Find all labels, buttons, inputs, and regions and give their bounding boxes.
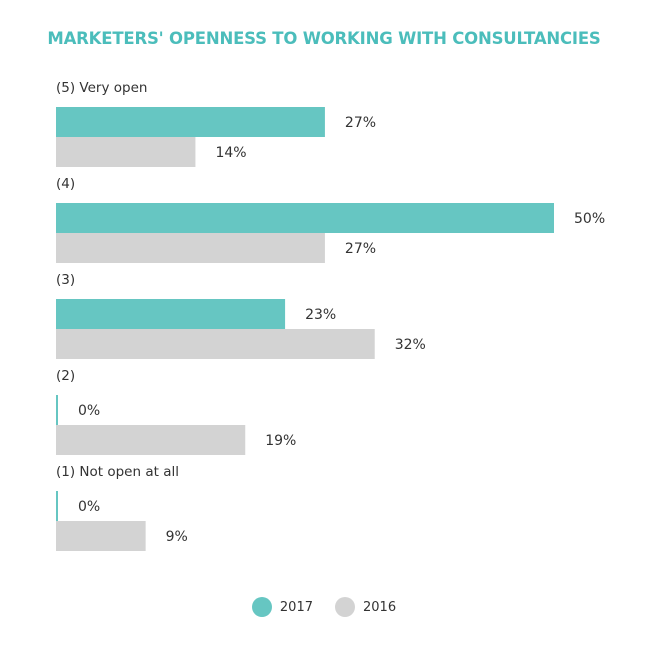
value-label-2016: 32% xyxy=(395,337,426,353)
value-label-2017: 0% xyxy=(78,499,100,515)
value-label-2017: 27% xyxy=(345,115,376,131)
bar-2017 xyxy=(56,395,58,425)
bar-2017 xyxy=(56,299,286,329)
bar-2016 xyxy=(56,233,325,263)
legend-label-2017: 2017 xyxy=(279,599,313,615)
category-label: (3) xyxy=(56,272,75,288)
value-label-2017: 23% xyxy=(305,307,336,323)
bar-2017 xyxy=(56,107,325,137)
legend-swatch-2016 xyxy=(335,597,355,617)
legend-swatch-2017 xyxy=(251,597,272,617)
bar-2016 xyxy=(56,521,146,551)
value-label-2017: 0% xyxy=(78,403,100,419)
bar-2017 xyxy=(56,491,58,521)
category-label: (2) xyxy=(56,368,75,384)
bar-2016 xyxy=(56,425,246,455)
category-label: (1) Not open at all xyxy=(56,464,179,480)
bar-2016 xyxy=(56,137,196,167)
category-label: (4) xyxy=(56,176,75,192)
legend-item-2016: 2016 xyxy=(335,597,396,617)
value-label-2016: 19% xyxy=(265,433,296,449)
value-label-2017: 50% xyxy=(574,211,605,227)
chart-title: MARKETERS' OPENNESS TO WORKING WITH CONS… xyxy=(47,29,601,48)
legend-item-2017: 2017 xyxy=(251,597,313,617)
category-label: (5) Very open xyxy=(56,80,147,96)
value-label-2016: 9% xyxy=(166,529,188,545)
legend-label-2016: 2016 xyxy=(363,599,397,615)
bar-2017 xyxy=(56,203,554,233)
bar-2016 xyxy=(56,329,375,359)
value-label-2016: 14% xyxy=(215,145,246,161)
chart-legend: 2017 2016 xyxy=(0,597,648,617)
value-label-2016: 27% xyxy=(345,241,376,257)
